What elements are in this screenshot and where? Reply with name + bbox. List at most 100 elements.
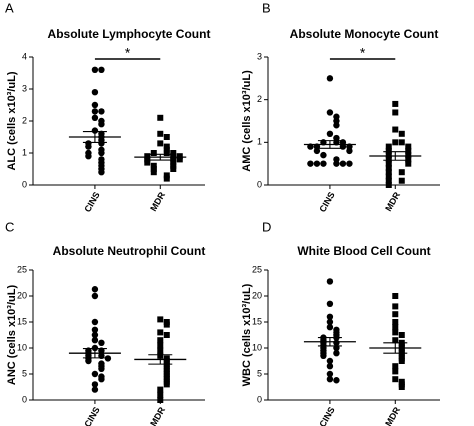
data-point: [157, 130, 164, 137]
y-tick-label: 20: [252, 290, 262, 300]
data-point: [392, 126, 399, 133]
data-point: [163, 146, 170, 153]
data-point: [339, 160, 347, 167]
data-point: [91, 108, 99, 115]
data-point: [157, 347, 164, 354]
data-point: [91, 337, 99, 344]
y-tick-label: 3: [257, 51, 262, 61]
significance-mark: *: [360, 45, 366, 61]
data-point: [307, 160, 314, 167]
data-point: [333, 350, 340, 357]
data-point: [326, 363, 334, 370]
data-point: [163, 175, 170, 182]
data-point: [176, 156, 183, 163]
data-point: [326, 75, 334, 82]
data-point: [163, 321, 170, 328]
data-point: [385, 143, 392, 150]
data-point: [385, 147, 392, 154]
data-point: [157, 342, 164, 349]
data-point: [326, 370, 334, 378]
sem-error-bar: [317, 337, 342, 347]
y-axis-label: ALC (cells x10³/uL): [6, 71, 18, 170]
data-point: [320, 151, 327, 159]
data-point: [398, 169, 405, 176]
x-tick-label: MDR: [383, 405, 402, 426]
x-tick-label: MDR: [148, 405, 167, 426]
sem-error-bar: [82, 347, 107, 359]
y-tick-label: 4: [22, 51, 27, 61]
x-tick-label: CINS: [82, 405, 101, 426]
data-point: [157, 386, 164, 393]
data-point: [326, 109, 334, 116]
panel-letter: D: [262, 219, 271, 234]
data-point: [385, 182, 392, 188]
data-point: [91, 292, 99, 300]
data-point: [144, 156, 151, 163]
data-point: [392, 376, 399, 383]
data-point: [98, 140, 105, 147]
data-point: [326, 318, 334, 326]
data-point: [320, 352, 327, 359]
y-axis-label: AMC (cells x10³/uL): [241, 70, 253, 172]
data-point: [398, 384, 405, 390]
sem-error-bar: [148, 354, 173, 365]
data-point: [333, 160, 340, 167]
data-point: [157, 140, 164, 147]
data-point: [170, 166, 177, 172]
data-point: [91, 66, 99, 74]
data-point: [163, 143, 170, 150]
data-point: [398, 130, 405, 137]
data-point: [385, 177, 392, 184]
x-tick-label: CINS: [82, 190, 101, 214]
data-point: [98, 66, 105, 74]
chart-title: White Blood Cell Count: [297, 244, 430, 258]
data-point: [157, 391, 164, 398]
data-point: [405, 156, 412, 163]
y-tick-label: 10: [17, 342, 27, 352]
data-point: [398, 332, 405, 338]
x-tick-label: CINS: [317, 190, 336, 214]
y-tick-label: 3: [22, 83, 27, 93]
y-axis-label: WBC (cells x10³/uL): [241, 283, 253, 386]
data-point: [385, 160, 392, 167]
data-point: [91, 331, 99, 339]
data-point: [85, 357, 92, 365]
data-point: [98, 339, 105, 346]
data-point: [85, 143, 92, 150]
data-point: [150, 169, 157, 176]
data-point: [91, 318, 99, 326]
data-point: [385, 152, 392, 159]
data-point: [150, 166, 157, 172]
data-point: [346, 160, 353, 167]
data-point: [392, 324, 399, 331]
data-point: [405, 152, 412, 159]
sem-error-bar: [317, 140, 342, 149]
sem-error-bar: [148, 153, 173, 161]
data-point: [326, 376, 334, 383]
data-point: [313, 160, 321, 167]
y-tick-label: 0: [22, 394, 27, 404]
y-tick-label: 25: [17, 264, 27, 274]
data-point: [91, 386, 99, 393]
data-point: [170, 156, 177, 163]
x-tick-label: MDR: [383, 190, 402, 213]
data-point: [157, 329, 164, 336]
y-tick-label: 0: [257, 394, 262, 404]
data-point: [326, 324, 334, 331]
sem-error-bar: [82, 131, 107, 143]
data-point: [91, 370, 99, 378]
data-point: [398, 358, 405, 364]
data-point: [98, 121, 105, 128]
data-point: [405, 147, 412, 154]
y-tick-label: 15: [252, 316, 262, 326]
data-point: [144, 159, 151, 166]
y-tick-label: 1: [22, 147, 27, 157]
data-point: [392, 363, 399, 370]
data-point: [405, 143, 412, 150]
chart-title: Absolute Lymphocyte Count: [48, 27, 211, 41]
data-point: [98, 365, 105, 372]
data-point: [392, 100, 399, 107]
y-tick-label: 0: [257, 179, 262, 189]
data-point: [85, 153, 92, 160]
